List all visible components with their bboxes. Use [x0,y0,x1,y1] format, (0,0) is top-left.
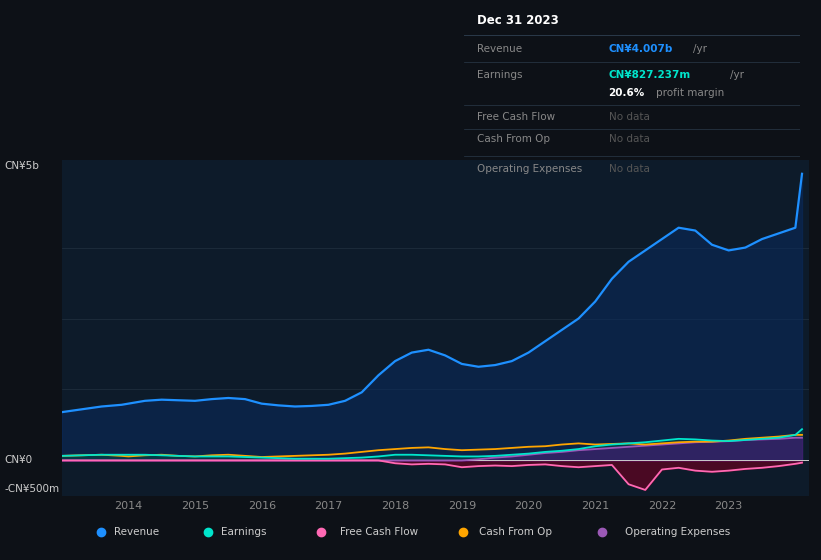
Text: Cash From Op: Cash From Op [477,134,550,144]
Text: 20.6%: 20.6% [608,88,644,98]
Text: Operating Expenses: Operating Expenses [626,527,731,536]
Text: No data: No data [608,112,649,122]
Text: CN¥827.237m: CN¥827.237m [608,71,690,80]
Text: No data: No data [608,164,649,174]
Text: -CN¥500m: -CN¥500m [4,484,59,494]
Text: Dec 31 2023: Dec 31 2023 [477,14,559,27]
Text: Earnings: Earnings [221,527,267,536]
Text: CN¥5b: CN¥5b [4,161,39,171]
Text: No data: No data [608,134,649,144]
Text: /yr: /yr [693,44,707,54]
Text: Revenue: Revenue [477,44,522,54]
Text: CN¥0: CN¥0 [4,455,32,465]
Text: Free Cash Flow: Free Cash Flow [477,112,556,122]
Text: CN¥4.007b: CN¥4.007b [608,44,673,54]
Text: profit margin: profit margin [656,88,724,98]
Text: Cash From Op: Cash From Op [479,527,553,536]
Text: /yr: /yr [730,71,744,80]
Text: Operating Expenses: Operating Expenses [477,164,583,174]
Text: Earnings: Earnings [477,71,523,80]
Text: Free Cash Flow: Free Cash Flow [340,527,418,536]
Text: Revenue: Revenue [114,527,159,536]
